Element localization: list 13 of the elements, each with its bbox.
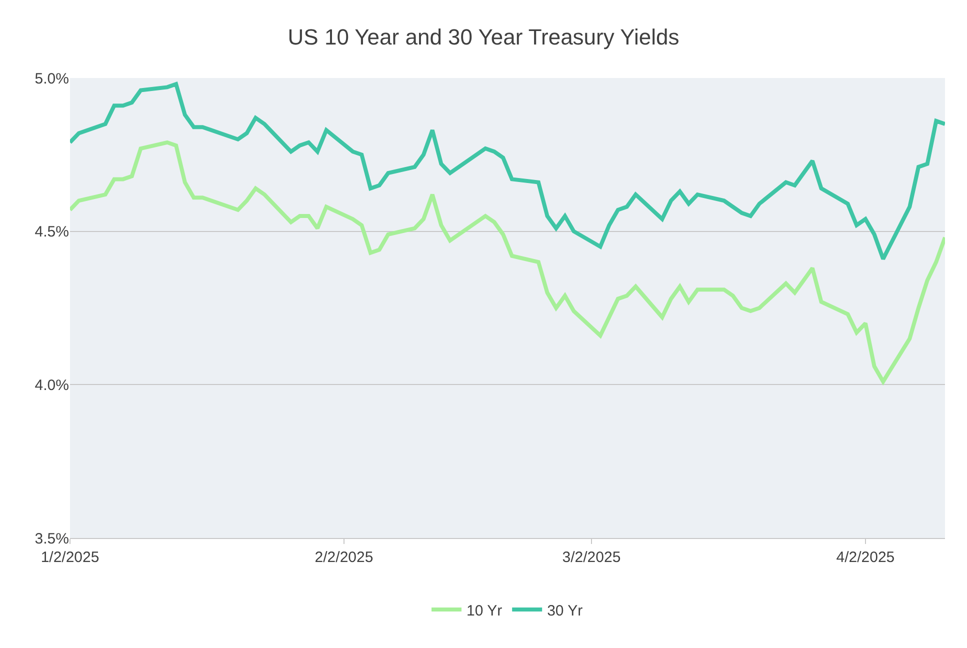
- x-tick-label: 2/2/2025: [314, 549, 374, 566]
- line-series: [70, 140, 945, 384]
- x-tick-label: 4/2/2025: [836, 549, 895, 566]
- x-tick-label: 3/2/2025: [562, 549, 621, 566]
- legend-label: 30 Yr: [547, 602, 583, 620]
- chart-title: US 10 Year and 30 Year Treasury Yields: [288, 24, 680, 50]
- y-tick-label: 3.5%: [34, 530, 69, 548]
- line-series: [70, 82, 945, 261]
- y-tick-label: 4.0%: [34, 376, 69, 394]
- x-tick-label: 1/2/2025: [40, 549, 100, 566]
- y-tick-label: 4.5%: [34, 224, 69, 241]
- y-tick-label: 5.0%: [34, 70, 69, 88]
- legend-label: 10 Yr: [466, 602, 502, 620]
